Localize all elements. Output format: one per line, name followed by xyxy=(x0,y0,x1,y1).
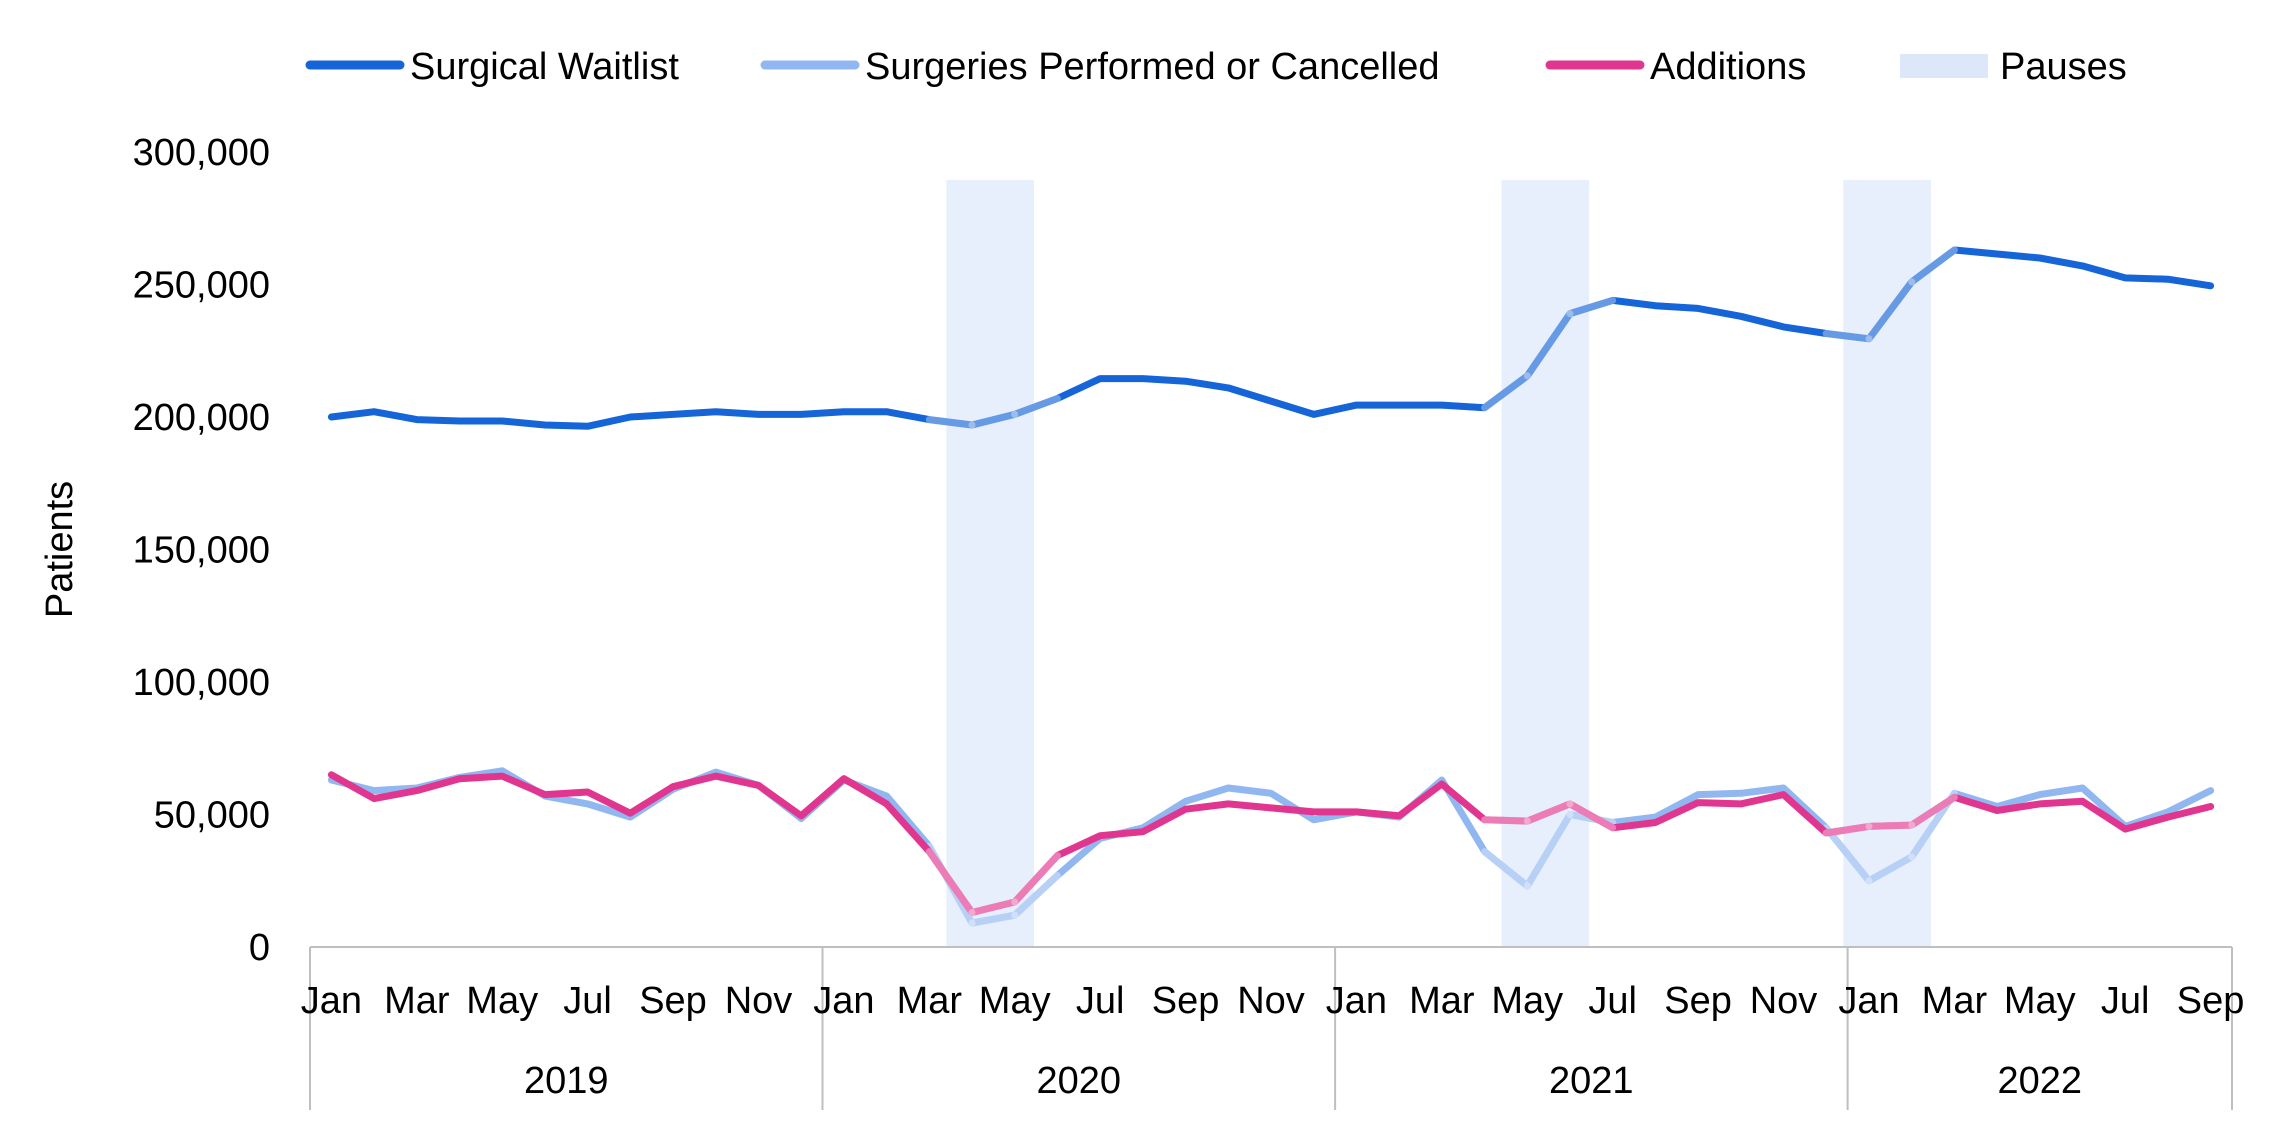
x-tick-label: Sep xyxy=(1664,980,1732,1022)
pause-segment xyxy=(1523,811,1574,890)
pause-segment xyxy=(1566,800,1617,832)
pause-segment xyxy=(1908,793,1958,829)
x-tick-label: Mar xyxy=(384,980,450,1022)
x-tick-label: Jul xyxy=(2101,980,2150,1022)
series-2 xyxy=(327,771,2215,916)
pause-segment xyxy=(1523,800,1574,825)
pause-bands xyxy=(946,180,1931,947)
x-tick-label: May xyxy=(1491,980,1563,1022)
pause-segment xyxy=(1822,824,1873,885)
x-tick-label: Nov xyxy=(1237,980,1305,1022)
series-line xyxy=(327,246,2215,430)
axes xyxy=(309,946,2233,1110)
pause-segment xyxy=(968,911,1019,927)
pause-segment xyxy=(1011,852,1061,906)
x-tick-label: Sep xyxy=(1152,980,1220,1022)
pause-segment xyxy=(1865,853,1916,885)
legend-label: Additions xyxy=(1650,46,1806,88)
y-tick-label: 0 xyxy=(249,927,270,969)
x-tick-label: Jan xyxy=(1326,980,1387,1022)
pause-segment xyxy=(1566,296,1617,318)
legend-swatch xyxy=(1900,54,1988,78)
legend-label: Pauses xyxy=(2000,46,2127,88)
pause-band xyxy=(1501,180,1590,947)
y-tick-label: 100,000 xyxy=(133,662,270,704)
pause-segment xyxy=(1865,821,1916,830)
x-tick-label: Jul xyxy=(1588,980,1637,1022)
pause-segment xyxy=(1822,330,1873,343)
y-tick-label: 50,000 xyxy=(154,795,270,837)
tick-labels: 0 50,000 100,000 150,000 200,000 250,000 300,0… xyxy=(39,132,2244,1102)
series-lines xyxy=(327,246,2215,927)
legend-item: Surgeries Performed or Cancelled xyxy=(760,46,1440,88)
x-tick-label: May xyxy=(2004,980,2076,1022)
pause-segment xyxy=(968,898,1019,916)
y-tick-label: 250,000 xyxy=(133,265,270,307)
x-tick-label: Jan xyxy=(1838,980,1899,1022)
pause-segment xyxy=(1822,822,1873,837)
legend: Surgical Waitlist Surgeries Performed or … xyxy=(305,46,2127,88)
x-tick-label: Sep xyxy=(639,980,707,1022)
x-tick-label: Mar xyxy=(1409,980,1475,1022)
year-label: 2022 xyxy=(1998,1060,2083,1102)
y-axis-title: Patients xyxy=(39,481,81,618)
pause-segment xyxy=(1481,372,1531,412)
year-label: 2020 xyxy=(1037,1060,1122,1102)
x-tick-label: Jan xyxy=(301,980,362,1022)
x-tick-label: Nov xyxy=(1750,980,1818,1022)
pause-segment xyxy=(925,416,976,429)
x-tick-label: Mar xyxy=(897,980,963,1022)
series-line xyxy=(327,771,2215,916)
legend-label: Surgeries Performed or Cancelled xyxy=(865,46,1440,88)
y-tick-label: 150,000 xyxy=(133,530,270,572)
year-label: 2019 xyxy=(524,1060,609,1102)
x-tick-label: Sep xyxy=(2177,980,2245,1022)
legend-item: Additions xyxy=(1545,46,1806,88)
pause-band xyxy=(946,180,1034,947)
legend-label: Surgical Waitlist xyxy=(410,46,679,88)
x-tick-label: May xyxy=(466,980,538,1022)
x-tick-label: Jul xyxy=(563,980,612,1022)
y-tick-label: 300,000 xyxy=(133,132,270,174)
pause-segment xyxy=(1011,395,1061,418)
pause-segment xyxy=(1481,848,1531,890)
year-label: 2021 xyxy=(1549,1060,1634,1102)
series-0 xyxy=(327,246,2215,430)
legend-item: Pauses xyxy=(1900,46,2127,88)
pause-segment xyxy=(1523,310,1574,380)
x-tick-label: Nov xyxy=(725,980,793,1022)
pause-band xyxy=(1843,180,1931,947)
pause-segment xyxy=(1481,816,1531,825)
legend-item: Surgical Waitlist xyxy=(305,46,679,88)
pause-segment xyxy=(968,410,1019,429)
y-tick-label: 200,000 xyxy=(133,397,270,439)
pause-segment xyxy=(1011,872,1061,919)
pause-segment xyxy=(925,848,976,916)
x-tick-label: Mar xyxy=(1922,980,1988,1022)
x-tick-label: Jul xyxy=(1076,980,1125,1022)
pause-segment xyxy=(1865,278,1916,343)
x-tick-label: Jan xyxy=(813,980,874,1022)
pause-segment xyxy=(1908,246,1958,286)
x-tick-label: May xyxy=(979,980,1051,1022)
